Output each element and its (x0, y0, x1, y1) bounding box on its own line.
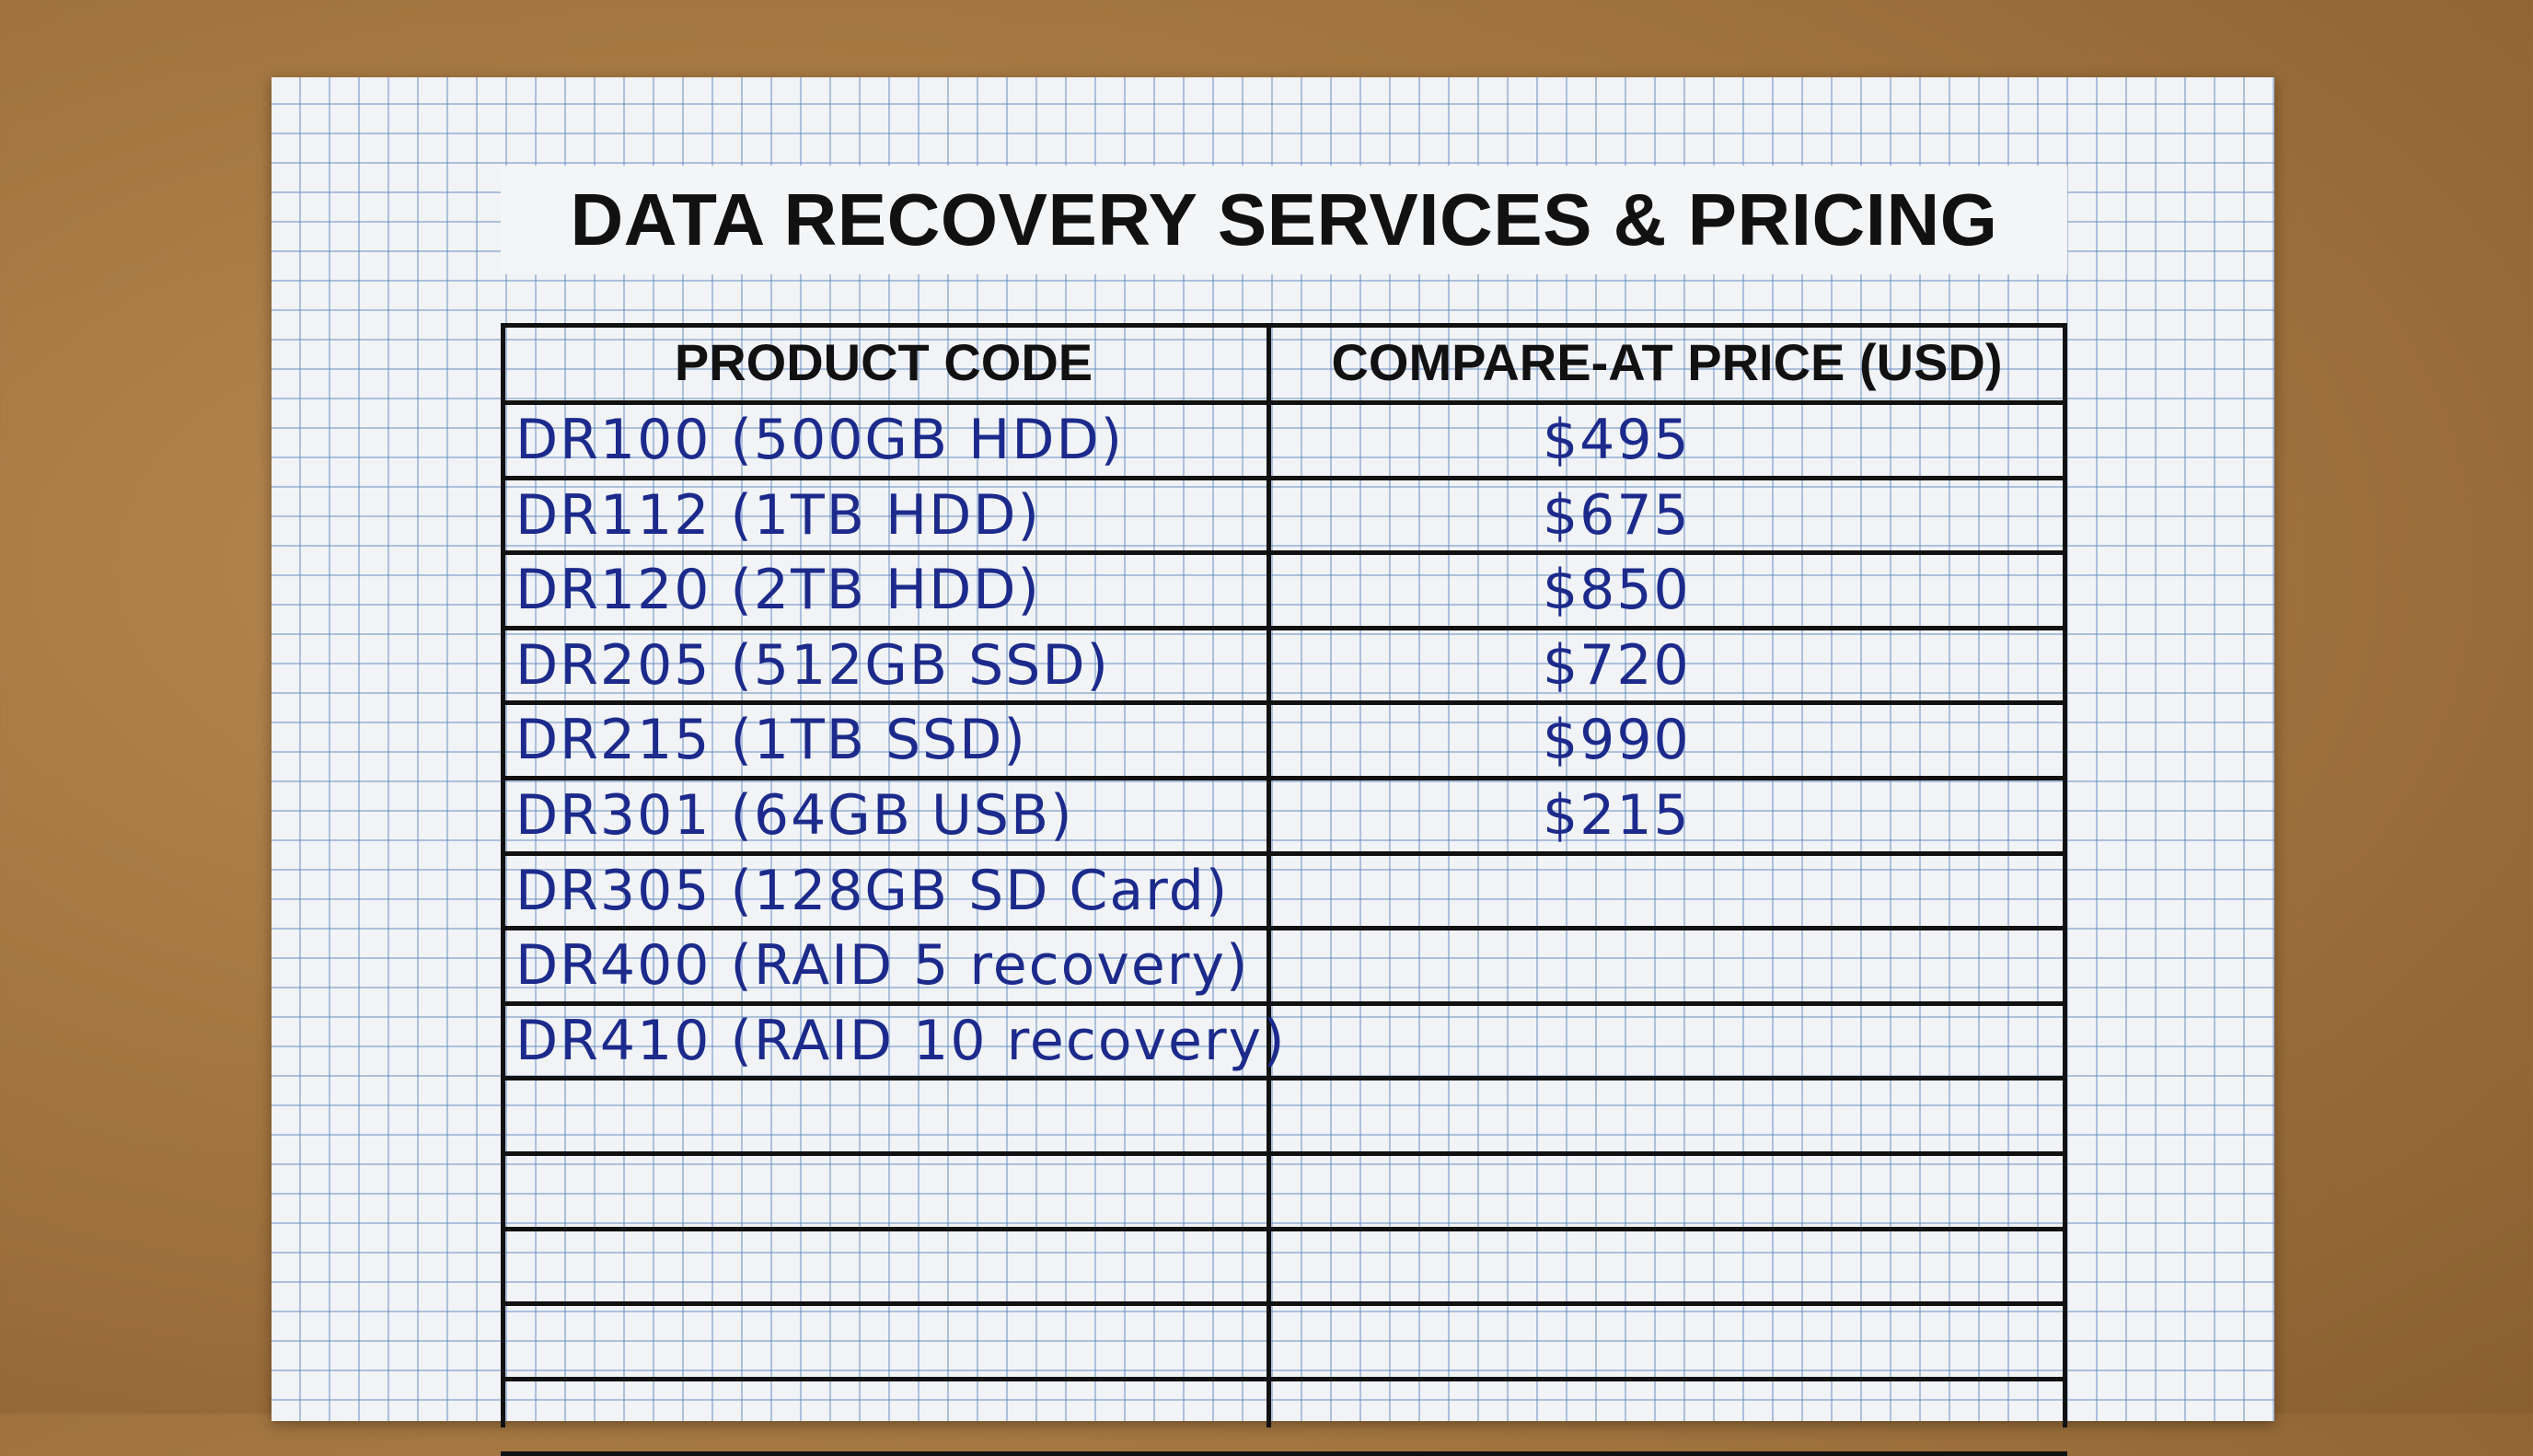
price: $850 (1543, 558, 1691, 623)
row-line (501, 700, 2067, 706)
price: $215 (1543, 783, 1691, 848)
table-border (2063, 323, 2067, 1427)
price: $720 (1543, 632, 1691, 698)
product-code: DR301 (64GB USB) (515, 783, 1074, 848)
row-line (501, 400, 2067, 405)
row-line (501, 550, 2067, 556)
product-code: DR305 (128GB SD Card) (515, 858, 1230, 923)
row-line (501, 625, 2067, 630)
product-code: DR410 (RAID 10 recovery) (515, 1008, 1287, 1073)
table-border (501, 323, 2067, 328)
product-code: DR205 (512GB SSD) (515, 632, 1110, 698)
row-line (501, 1076, 2067, 1081)
price: $675 (1543, 482, 1691, 548)
product-code: DR215 (1TB SSD) (515, 708, 1027, 773)
row-line (501, 1301, 2067, 1307)
price: $495 (1543, 408, 1691, 472)
column-header: PRODUCT CODE (674, 332, 1093, 391)
row-line (501, 926, 2067, 931)
paper-sheet: DATA RECOVERY SERVICES & PRICING PRODUCT… (272, 77, 2274, 1456)
row-line (501, 1451, 2067, 1456)
product-code: DR112 (1TB HDD) (515, 482, 1041, 548)
title: DATA RECOVERY SERVICES & PRICING (570, 179, 1998, 260)
column-divider (1266, 323, 1271, 1427)
price: $990 (1543, 708, 1691, 773)
row-line (501, 1376, 2067, 1381)
row-line (501, 850, 2067, 856)
row-line (501, 1000, 2067, 1006)
row-line (501, 1151, 2067, 1156)
product-code: DR100 (500GB HDD) (515, 408, 1125, 472)
table-border (501, 323, 505, 1427)
product-code: DR400 (RAID 5 recovery) (515, 933, 1250, 999)
row-line (501, 776, 2067, 780)
product-code: DR120 (2TB HDD) (515, 558, 1041, 623)
pricing-table: PRODUCT CODE COMPARE-AT PRICE (USD) DR100 … (501, 323, 2067, 1456)
title-box: DATA RECOVERY SERVICES & PRICING (501, 166, 2067, 274)
row-line (501, 475, 2067, 480)
column-header: COMPARE-AT PRICE (USD) (1331, 332, 2003, 391)
row-line (501, 1226, 2067, 1231)
